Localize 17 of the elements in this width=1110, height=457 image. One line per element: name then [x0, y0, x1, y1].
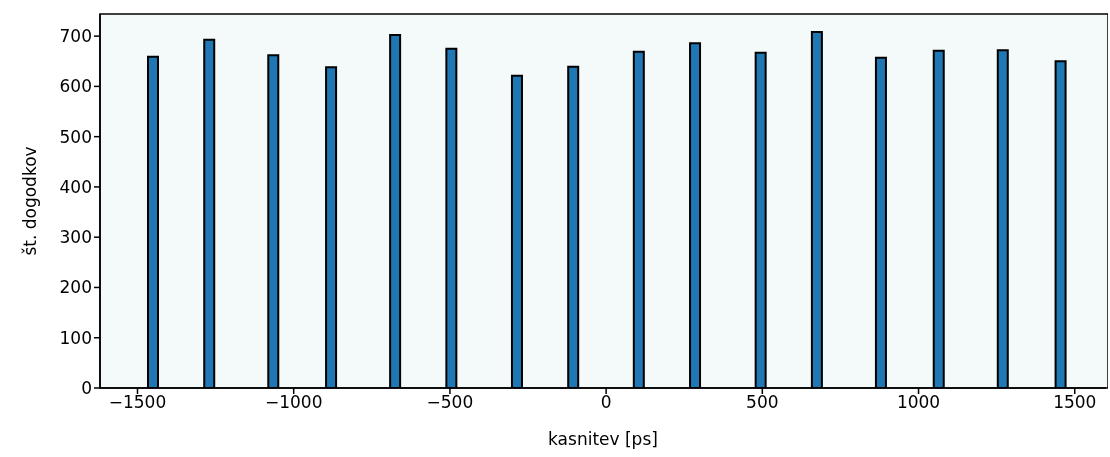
y-tick-label: 600 [59, 76, 92, 97]
x-tick-label: −1000 [264, 392, 323, 413]
x-axis-title: kasnitev [ps] [548, 429, 658, 449]
y-tick-label: 100 [59, 327, 92, 348]
y-tick-label: 400 [59, 176, 92, 197]
x-tick-label: 1500 [1053, 392, 1097, 413]
y-tick-label: 700 [59, 26, 92, 47]
y-tick-label: 300 [59, 227, 92, 248]
y-tick-label: 500 [59, 126, 92, 147]
x-tick-label: −500 [426, 392, 474, 413]
x-tick-label: 0 [600, 392, 612, 413]
x-tick-label: 500 [746, 392, 779, 413]
y-tick-label: 200 [59, 277, 92, 298]
x-tick-label: 1000 [896, 392, 941, 413]
x-tick-label: −1500 [108, 392, 167, 413]
y-axis-title: št. dogodkov [20, 146, 41, 256]
y-tick-label: 0 [81, 378, 92, 399]
